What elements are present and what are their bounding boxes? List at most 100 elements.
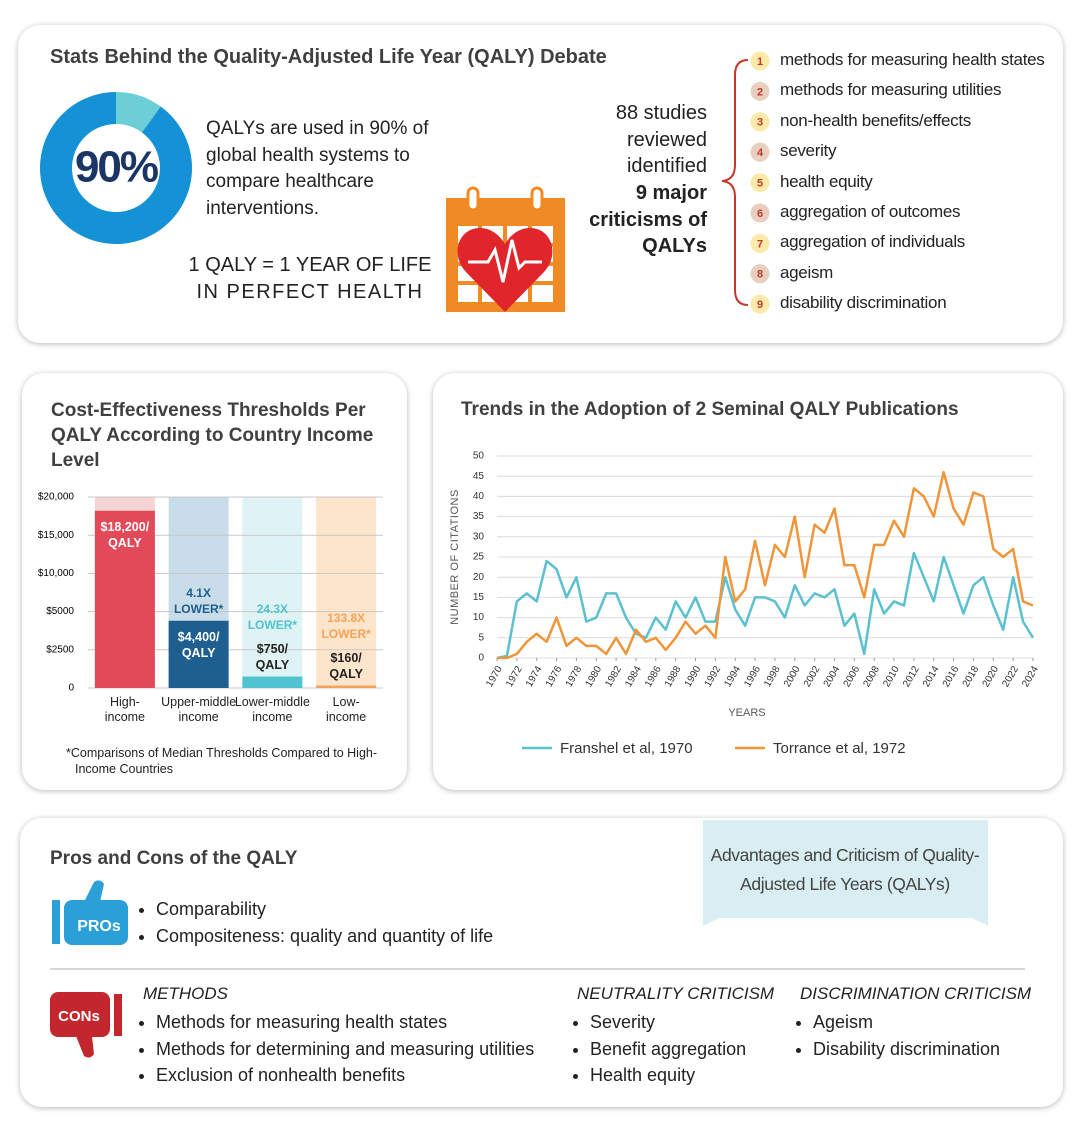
banner-text: Advantages and Criticism of Quality-Adju… <box>710 845 980 894</box>
value-label: $750/ QALY <box>255 641 290 672</box>
x-tick-label: 2020 <box>981 664 1002 689</box>
x-tick-label: 1984 <box>623 664 644 689</box>
x-tick-label: 1972 <box>504 664 525 689</box>
x-tick-label: 1980 <box>583 664 604 689</box>
con-item: Ageism <box>813 1009 1000 1036</box>
stats-title: Stats Behind the Quality-Adjusted Life Y… <box>50 46 607 68</box>
bar-title: Cost-Effectiveness Thresholds Per QALY A… <box>51 400 374 471</box>
criticism-text: non-health benefits/effects <box>780 110 972 130</box>
y-tick-label: 0 <box>478 653 484 664</box>
criticism-text: ageism <box>780 262 834 282</box>
x-tick-label: 2002 <box>802 664 823 689</box>
footnote: *Comparisons of Median Thresholds Compar… <box>66 746 378 776</box>
criticism-number: 5 <box>757 178 763 190</box>
criticism-number: 8 <box>757 269 763 281</box>
number-badge <box>750 81 770 101</box>
bar-background <box>242 497 303 688</box>
y-tick-label: 10 <box>473 612 485 623</box>
con-item: Methods for determining and measuring ut… <box>156 1036 534 1063</box>
number-badge <box>750 51 770 71</box>
list: SeverityBenefit aggregationHealth equity <box>577 1009 746 1089</box>
x-tick-label: 1998 <box>762 664 783 689</box>
x-tick-label: 1982 <box>603 664 624 689</box>
y-tick-label: 40 <box>473 491 485 502</box>
line-title: Trends in the Adoption of 2 Seminal QALY… <box>461 399 959 420</box>
x-tick-label: 2012 <box>901 664 922 689</box>
y-tick-label: $10,000 <box>38 568 75 579</box>
x-tick-label: 1994 <box>722 664 743 689</box>
bar-background <box>316 497 377 688</box>
x-tick-label: 1976 <box>544 664 565 689</box>
value-label: $160/ QALY <box>329 650 363 681</box>
criticism-number: 4 <box>757 147 764 159</box>
x-tick-label: High-income <box>104 695 146 724</box>
thumbs-up-icon <box>52 880 128 945</box>
y-tick-label: 15 <box>473 592 485 603</box>
criticism-number: 1 <box>757 56 763 68</box>
x-tick-label: 2000 <box>782 664 803 689</box>
pros-cons-title: Pros and Cons of the QALY <box>50 848 298 869</box>
y-tick-label: 25 <box>473 552 485 563</box>
x-tick-label: 2008 <box>861 664 882 689</box>
cons-list: AgeismDisability discrimination <box>800 1009 1000 1062</box>
criticism-number: 6 <box>757 208 763 220</box>
y-tick-label: 35 <box>473 511 485 522</box>
list: ComparabilityCompositeness: quality and … <box>143 896 493 949</box>
annotation: 4.1X LOWER* <box>173 585 224 616</box>
cons-heading: NEUTRALITY CRITICISM <box>577 984 775 1003</box>
number-badge <box>750 203 770 223</box>
y-tick-label: $15,000 <box>38 530 75 541</box>
x-tick-label: 2016 <box>941 664 962 689</box>
y-tick-label: 0 <box>68 683 74 694</box>
con-item: Health equity <box>590 1062 746 1089</box>
y-tick-label: $5000 <box>46 606 74 617</box>
y-tick-label: $20,000 <box>38 492 75 503</box>
y-tick-label: 30 <box>473 531 485 542</box>
criticism-number: 2 <box>757 86 763 98</box>
x-tick-label: 2006 <box>842 664 863 689</box>
criticisms-text: 9 major criticisms of QALYs <box>589 182 707 257</box>
y-tick-label: 45 <box>473 471 485 482</box>
cons-list: Methods for measuring health statesMetho… <box>143 1009 534 1089</box>
calendar-heart-icon <box>446 186 565 312</box>
donut-label: 90% <box>75 143 158 192</box>
con-item: Disability discrimination <box>813 1036 1000 1063</box>
number-badge <box>750 233 770 253</box>
pros-list: ComparabilityCompositeness: quality and … <box>143 896 493 949</box>
criticism-text: methods for measuring health states <box>780 50 1045 69</box>
number-badge <box>750 112 770 132</box>
pros-icon-label: PROs <box>77 918 121 935</box>
studies-text: 88 studies reviewed identified <box>615 102 707 177</box>
bar <box>168 620 229 688</box>
criticism-text: aggregation of individuals <box>780 232 966 252</box>
x-tick-label: 1970 <box>484 664 505 689</box>
x-tick-label: 2004 <box>822 664 843 689</box>
x-tick-label: 1988 <box>663 664 684 689</box>
x-tick-label: Lower-middle income <box>234 695 310 724</box>
bar <box>94 510 155 688</box>
thumbs-down-icon <box>50 992 122 1058</box>
x-axis-label: YEARS <box>728 707 765 719</box>
qaly-definition: IN PERFECT HEALTH <box>196 281 424 303</box>
x-tick-label: 2022 <box>1000 664 1021 689</box>
x-tick-label: 1990 <box>683 664 704 689</box>
x-tick-label: 2024 <box>1020 664 1041 689</box>
bar <box>316 685 377 688</box>
criticism-number: 9 <box>757 299 763 311</box>
x-tick-label: 1992 <box>703 664 724 689</box>
annotation: 133.8X LOWER* <box>321 610 371 641</box>
criticism-number: 3 <box>757 117 763 129</box>
criticism-text: methods for measuring utilities <box>780 80 1002 100</box>
x-tick-label: 1974 <box>524 664 545 689</box>
bar <box>242 676 303 688</box>
y-tick-label: $2500 <box>46 644 74 655</box>
list: AgeismDisability discrimination <box>800 1009 1000 1062</box>
criticism-text: aggregation of outcomes <box>780 202 961 221</box>
value-label: $4,400/ QALY <box>177 629 220 660</box>
y-tick-label: 20 <box>473 572 485 583</box>
y-tick-label: 5 <box>478 632 484 643</box>
criticism-text: severity <box>780 141 837 161</box>
con-item: Methods for measuring health states <box>156 1009 534 1036</box>
